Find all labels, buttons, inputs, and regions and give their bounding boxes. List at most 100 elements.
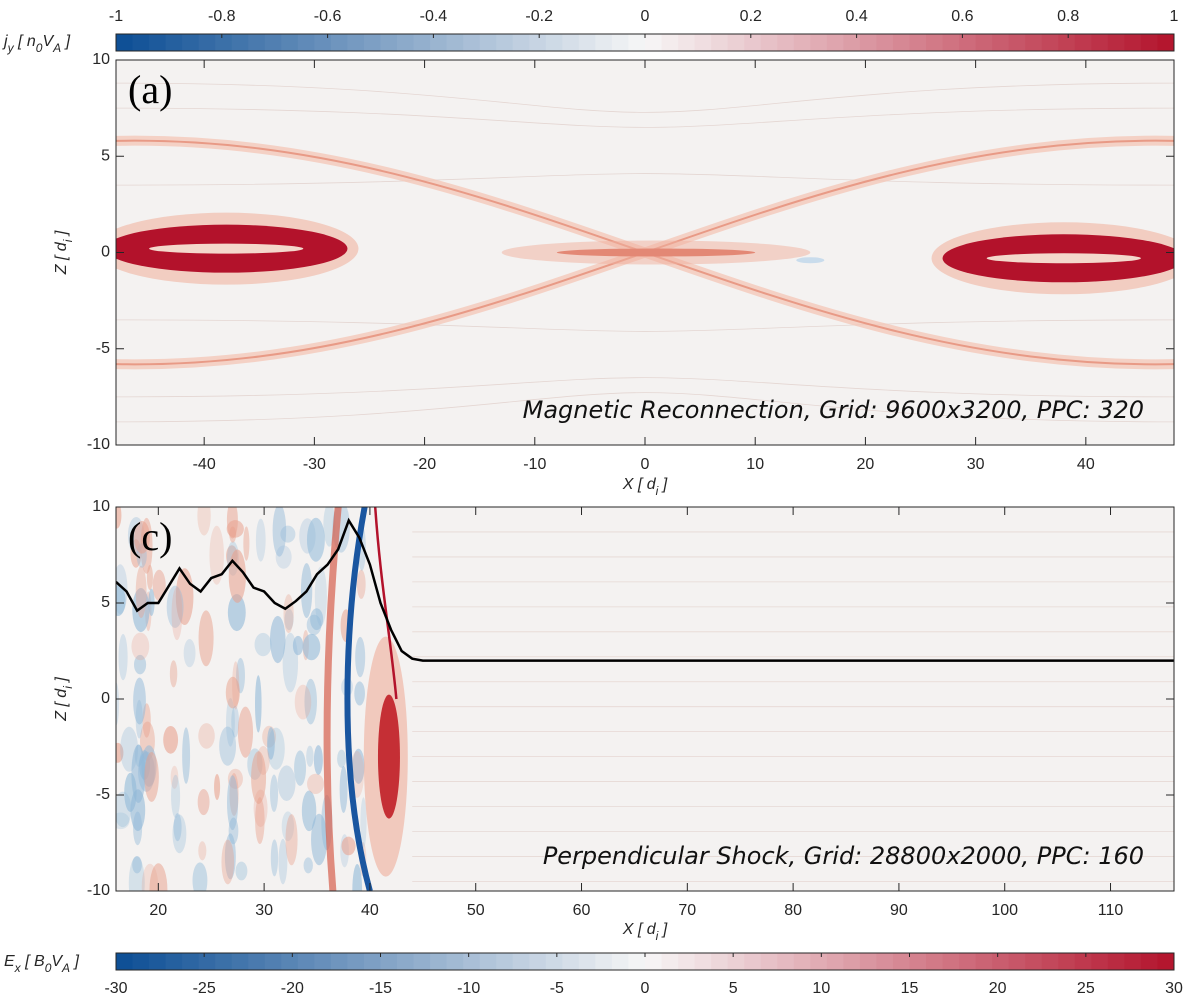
fluctuation xyxy=(232,661,240,710)
fluctuation xyxy=(149,863,168,891)
fluctuation xyxy=(292,635,304,656)
colorbar-swatch xyxy=(463,34,481,51)
colorbar-tick-label: 0 xyxy=(641,8,650,25)
fluctuation xyxy=(169,660,178,688)
field-contour xyxy=(116,82,1174,113)
subscript: i xyxy=(656,929,659,943)
fluctuation xyxy=(275,545,292,569)
colorbar-swatch xyxy=(959,34,977,51)
colorbar-swatch xyxy=(727,34,745,51)
colorbar-swatch xyxy=(198,953,216,970)
fluctuation xyxy=(228,817,239,845)
colorbar-swatch xyxy=(727,953,745,970)
colorbar-swatch xyxy=(149,953,167,970)
fluctuation xyxy=(116,742,124,763)
fluctuation xyxy=(294,684,312,720)
colorbar-swatch xyxy=(975,953,993,970)
colorbar-swatch xyxy=(529,34,547,51)
colorbar-swatch xyxy=(545,34,563,51)
fluctuation xyxy=(183,638,196,668)
y-tick-label: 0 xyxy=(101,244,110,261)
colorbar-swatch xyxy=(678,34,696,51)
x-tick-label: 30 xyxy=(255,902,273,919)
fluctuation xyxy=(352,864,363,891)
fluctuation xyxy=(270,615,286,664)
fluctuation xyxy=(304,678,317,725)
colorbar-swatch xyxy=(1025,34,1043,51)
fluctuation xyxy=(256,746,270,775)
colorbar-swatch xyxy=(347,953,365,970)
colorbar-swatch xyxy=(264,953,282,970)
colorbar-swatch xyxy=(959,953,977,970)
fluctuation xyxy=(172,814,187,854)
fluctuation xyxy=(227,768,243,789)
fluctuation xyxy=(310,608,324,631)
fluctuation xyxy=(226,520,244,538)
text-part: ] xyxy=(53,677,70,686)
colorbar-swatch xyxy=(711,953,729,970)
colorbar-swatch xyxy=(397,34,415,51)
fluctuation xyxy=(219,726,237,766)
colorbar-swatch xyxy=(529,953,547,970)
colorbar-swatch xyxy=(496,34,514,51)
colorbar-swatch xyxy=(826,953,844,970)
colorbar-swatch xyxy=(892,34,910,51)
colorbar-tick-label: 30 xyxy=(1165,980,1183,997)
field-contour xyxy=(116,173,1174,186)
colorbar-swatch xyxy=(744,953,762,970)
colorbar-tick-label: 0.8 xyxy=(1057,8,1079,25)
colorbar-swatch xyxy=(1140,953,1158,970)
fluctuation xyxy=(270,774,279,813)
colorbar-swatch xyxy=(363,34,381,51)
colorbar-tick-label: -1 xyxy=(109,8,123,25)
fluctuation xyxy=(163,726,179,754)
fluctuation xyxy=(339,765,348,814)
y-axis-label: Z [ di ] xyxy=(53,230,75,275)
fluctuation xyxy=(116,791,132,828)
colorbar-swatch xyxy=(1058,953,1076,970)
colorbar-swatch xyxy=(793,953,811,970)
colorbar-swatch xyxy=(463,953,481,970)
y-tick-label: 0 xyxy=(101,690,110,707)
fluctuation xyxy=(231,705,240,738)
blue-patch xyxy=(796,257,825,264)
colorbar-swatch xyxy=(430,34,448,51)
fluctuation xyxy=(267,727,285,770)
fluctuation xyxy=(116,564,128,614)
text-part: ] xyxy=(658,476,667,493)
fluctuation xyxy=(229,772,239,817)
fluctuation xyxy=(272,507,287,557)
y-tick-label: 5 xyxy=(101,594,110,611)
subscript: x xyxy=(14,961,22,975)
fluctuation xyxy=(124,772,137,813)
colorbar-label: jy [ n0VA ] xyxy=(2,33,71,55)
colorbar-swatch xyxy=(909,953,927,970)
colorbar-swatch xyxy=(942,953,960,970)
field-contour xyxy=(116,392,1174,423)
colorbar-swatch xyxy=(678,953,696,970)
panel-label: (a) xyxy=(128,67,172,112)
subscript: A xyxy=(52,41,61,55)
fluctuation xyxy=(141,863,159,891)
fluctuation xyxy=(192,862,208,891)
colorbar-swatch xyxy=(1107,953,1125,970)
colorbar-swatch xyxy=(149,34,167,51)
fluctuation xyxy=(285,814,298,866)
colorbar-tick-label: 0 xyxy=(641,980,650,997)
colorbar-swatch xyxy=(446,953,464,970)
fluctuation xyxy=(116,585,126,617)
colorbar-swatch xyxy=(363,953,381,970)
colorbar-swatch xyxy=(892,953,910,970)
shock-blue xyxy=(344,507,373,891)
y-axis-label: Z [ di ] xyxy=(53,677,75,722)
x-tick-label: 80 xyxy=(784,902,802,919)
colorbar-swatch xyxy=(645,34,663,51)
text-part: V xyxy=(51,953,63,970)
fluctuation xyxy=(301,790,317,832)
fluctuation xyxy=(227,594,246,632)
fluctuation xyxy=(360,797,367,849)
colorbar-swatch xyxy=(430,953,448,970)
fluctuation xyxy=(116,812,130,830)
colorbar-swatch xyxy=(843,953,861,970)
